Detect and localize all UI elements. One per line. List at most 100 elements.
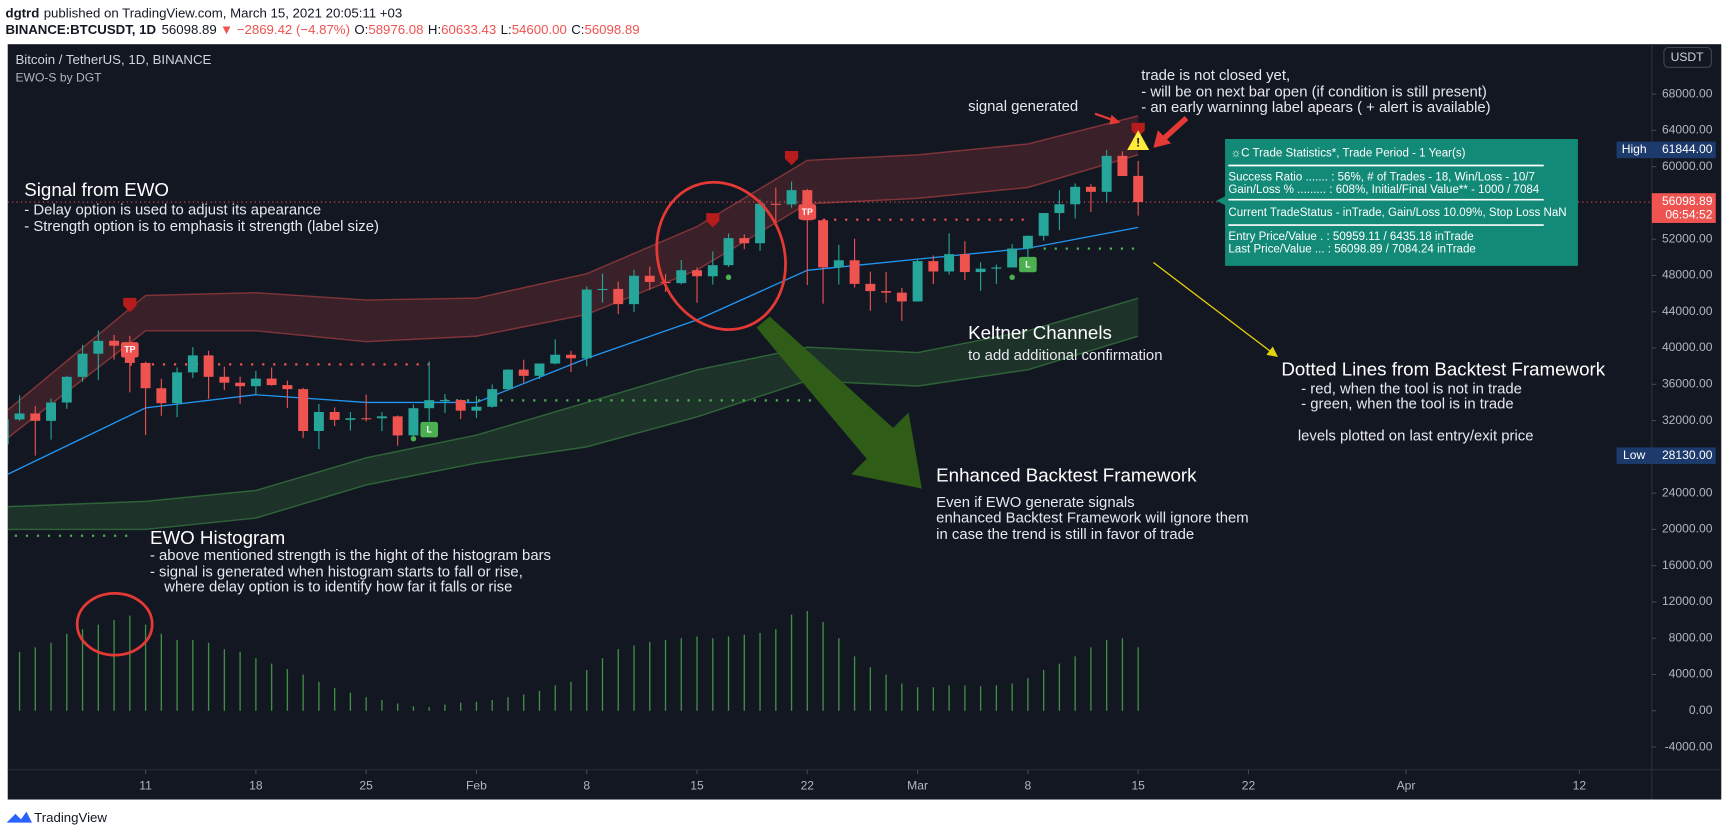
candle-body <box>61 376 72 403</box>
upper-band-edge <box>7 115 1139 411</box>
pointer-line <box>1153 261 1278 358</box>
y-tick-label: 68000.00 <box>1662 86 1713 100</box>
candle-body <box>140 362 151 389</box>
y-tick-label: 16000.00 <box>1662 558 1713 572</box>
annotation-title: Keltner Channels <box>968 322 1112 343</box>
candle-body <box>755 203 766 244</box>
candle-body <box>187 355 198 373</box>
pointer-arrow <box>756 316 922 489</box>
entry-dot <box>410 435 417 442</box>
upper-band <box>7 115 1139 438</box>
ohlc-key: L: <box>501 21 512 36</box>
x-tick-label: 8 <box>583 778 590 792</box>
annotation: trade is not closed yet, <box>1141 68 1290 84</box>
header-line: dgtrd published on TradingView.com, March… <box>6 5 403 20</box>
stats-line: Success Ratio ....... : 56%, # of Trades… <box>1228 172 1535 184</box>
sell-signal <box>706 213 720 228</box>
currency-button[interactable] <box>1663 46 1712 68</box>
change: ▼ −2869.42 (−4.87%) <box>220 21 350 36</box>
currency[interactable]: USDT <box>1671 50 1705 64</box>
candle-body <box>944 254 955 272</box>
candle-body <box>613 288 624 305</box>
candle-body <box>455 400 466 411</box>
candle-body <box>361 418 372 420</box>
warning-text: ! <box>1136 136 1140 150</box>
symbol: BINANCE:BTCUSDT, 1D <box>6 21 157 36</box>
y-tick-label: 0.00 <box>1689 703 1713 717</box>
candle-body <box>849 260 860 284</box>
tag-name-bg <box>1616 141 1652 159</box>
trade-label-text: TP <box>802 207 813 217</box>
price: 56098.89 <box>162 21 217 36</box>
tag-name: High <box>1622 142 1647 156</box>
sell-signal <box>784 150 799 166</box>
lower-band-edge <box>7 335 1139 531</box>
y-tick-label: 40000.00 <box>1662 340 1713 354</box>
candle-body <box>707 265 718 277</box>
entry-dot <box>725 274 732 281</box>
candle-body <box>298 389 309 432</box>
ohlc-key: H: <box>428 21 441 36</box>
x-tick-label: 25 <box>359 778 373 792</box>
annotation: - above mentioned strength is the hight … <box>150 548 551 564</box>
trade-label-text: TP <box>124 345 135 355</box>
y-tick-label: 24000.00 <box>1662 485 1713 499</box>
candle-body <box>597 288 608 291</box>
candle-body <box>833 260 844 268</box>
y-tick-label: 36000.00 <box>1662 377 1713 391</box>
pointer-arrow <box>1153 130 1172 148</box>
tag-value: 61844.00 <box>1662 142 1713 156</box>
annotation: levels plotted on last entry/exit price <box>1298 429 1534 445</box>
candle-body <box>723 238 734 266</box>
tag-name: Low <box>1623 448 1645 462</box>
annotation-title: Enhanced Backtest Framework <box>936 464 1197 485</box>
annotation: where delay option is to identify how fa… <box>163 580 512 596</box>
candle-body <box>30 413 41 421</box>
candle-body <box>14 413 25 420</box>
x-tick-label: 18 <box>249 778 263 792</box>
last-price-tag <box>1651 193 1716 223</box>
trade-label <box>1019 256 1037 273</box>
ohlc-value: 56098.89 <box>584 21 639 36</box>
tag-name-bg <box>1616 447 1652 464</box>
annotation: - Delay option is used to adjust its ape… <box>24 203 321 219</box>
candle-body <box>581 289 592 359</box>
candle-body <box>786 190 797 205</box>
lower-band <box>7 298 1139 530</box>
candle-body <box>692 270 702 277</box>
candle-body <box>345 418 356 420</box>
candle-body <box>266 378 277 386</box>
candle-body <box>156 388 167 404</box>
y-tick-label: 44000.00 <box>1662 304 1713 318</box>
candle-body <box>282 385 293 390</box>
y-tick-label: 48000.00 <box>1662 268 1713 282</box>
x-tick-label: Apr <box>1397 778 1416 792</box>
candle-body <box>235 382 246 387</box>
candle-body <box>518 369 529 376</box>
pointer-arrow <box>1161 116 1189 142</box>
trade-label-text: L <box>1025 259 1031 269</box>
tag-value: 28130.00 <box>1662 448 1713 462</box>
x-tick-label: 15 <box>690 778 704 792</box>
annotation: - will be on next bar open (if condition… <box>1141 85 1487 101</box>
annotation: - signal is generated when histogram sta… <box>150 564 523 580</box>
candle-body <box>912 261 923 302</box>
entry-dot <box>1009 274 1015 281</box>
pointer-arrow <box>1109 114 1121 125</box>
annotation: enhanced Backtest Framework will ignore … <box>936 510 1249 526</box>
candle-body <box>1117 155 1128 176</box>
candle-body <box>46 402 57 421</box>
sell-signal <box>1131 122 1145 138</box>
y-tick-label: -4000.00 <box>1665 739 1713 753</box>
candle-body <box>739 238 750 244</box>
trade-label <box>121 342 139 358</box>
candle-body <box>1070 186 1081 205</box>
y-tick-label: 64000.00 <box>1662 123 1713 137</box>
candle-body <box>881 291 892 293</box>
candle-body <box>770 203 781 205</box>
candle-body <box>1038 213 1049 236</box>
x-tick-label: 22 <box>1242 778 1256 792</box>
header-line: BINANCE:BTCUSDT, 1D 56098.89 ▼ −2869.42 (−… <box>6 21 640 36</box>
candle-body <box>487 389 498 407</box>
